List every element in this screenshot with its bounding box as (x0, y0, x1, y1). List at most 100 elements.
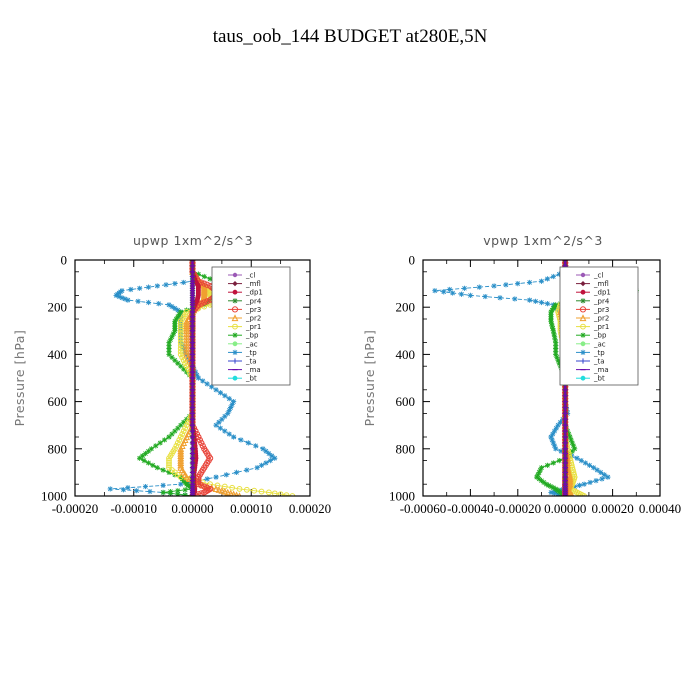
data-point (550, 460, 556, 466)
data-point (551, 331, 557, 337)
data-point (166, 340, 172, 346)
legend-item: _ma (228, 366, 261, 374)
data-point (265, 489, 272, 496)
data-point (234, 491, 239, 496)
data-point (581, 493, 588, 496)
legend-label: _bt (593, 375, 605, 383)
data-point (548, 318, 554, 324)
data-point (576, 482, 583, 488)
data-point (204, 298, 211, 305)
data-point (231, 434, 237, 440)
data-point (541, 479, 547, 486)
data-point (574, 455, 580, 461)
data-point (601, 472, 607, 478)
data-point (251, 487, 258, 494)
data-point (175, 488, 181, 494)
data-point (194, 372, 200, 378)
data-point (233, 469, 240, 475)
data-point (582, 460, 588, 466)
data-point (548, 434, 554, 440)
data-point (221, 487, 229, 495)
data-point (142, 483, 149, 490)
legend-marker (232, 281, 238, 287)
data-point (177, 461, 185, 469)
data-point (579, 492, 586, 496)
data-point (180, 428, 187, 435)
data-point (550, 440, 556, 446)
data-point (243, 486, 250, 493)
legend-item: _pr4 (576, 297, 610, 305)
data-point (113, 292, 119, 298)
data-point (177, 348, 184, 355)
legend-label: _pr2 (593, 315, 609, 323)
legend-label: _mfl (245, 280, 261, 288)
data-point (150, 462, 156, 468)
x-tick-label: 0.00040 (639, 501, 681, 516)
data-point (552, 337, 558, 343)
data-point (172, 428, 178, 434)
data-point (178, 422, 184, 428)
legend-item: _pr4 (228, 297, 262, 305)
data-point (283, 492, 290, 496)
data-point (172, 357, 178, 363)
data-point (201, 273, 207, 280)
figure-title: taus_oob_144 BUDGET at280E,5N (213, 26, 488, 47)
data-point (482, 293, 488, 300)
x-tick-label: -0.00040 (447, 501, 494, 516)
plot-area (107, 260, 296, 496)
legend-marker (232, 341, 238, 347)
data-point (476, 284, 482, 290)
legend-marker (579, 314, 587, 322)
legend-marker (580, 323, 586, 330)
legend-item: _pr1 (576, 323, 609, 331)
legend-label: _tp (245, 349, 257, 357)
legend-label: _tp (593, 349, 605, 357)
data-point (214, 482, 221, 489)
data-point (166, 348, 172, 355)
legend-label: _ma (245, 366, 261, 374)
data-point (277, 491, 284, 496)
data-point (538, 278, 545, 284)
data-point (544, 276, 551, 282)
y-tick-label: 800 (396, 441, 416, 456)
x-tick-label: 0.00000 (544, 501, 586, 516)
data-point (538, 465, 545, 471)
data-point (179, 342, 185, 349)
data-point (267, 458, 273, 464)
data-point (145, 448, 152, 454)
series_ma (189, 260, 196, 496)
y-axis-label: Pressure [hPa] (12, 330, 27, 427)
data-point (184, 416, 190, 422)
legend-marker (232, 289, 238, 295)
legend-label: _ac (245, 340, 258, 348)
data-point (553, 446, 559, 452)
legend-item: _dp1 (576, 289, 611, 297)
data-point (572, 446, 578, 452)
data-point (125, 297, 131, 303)
data-point (553, 340, 559, 346)
data-point (557, 419, 564, 425)
data-point (534, 474, 540, 480)
data-point (166, 351, 172, 357)
data-point (137, 285, 143, 291)
data-point (166, 469, 172, 475)
legend-item: _bp (228, 332, 259, 340)
legend-label: _pr3 (593, 306, 609, 314)
data-point (461, 285, 468, 291)
legend-item: _tp (228, 349, 257, 357)
legend-marker (580, 349, 586, 355)
legend-marker (579, 306, 587, 313)
panel-title: vpwp 1xm^2/s^3 (483, 233, 603, 248)
data-point (289, 493, 296, 496)
data-point (569, 440, 575, 446)
data-point (153, 443, 159, 449)
legend-item: _ac (576, 340, 606, 348)
legend-label: _bt (245, 375, 257, 383)
legend-label: _cl (593, 272, 603, 280)
data-point (186, 479, 193, 486)
data-point (172, 328, 178, 334)
legend-marker (580, 375, 586, 381)
legend-marker (232, 332, 238, 338)
data-point (263, 460, 269, 466)
